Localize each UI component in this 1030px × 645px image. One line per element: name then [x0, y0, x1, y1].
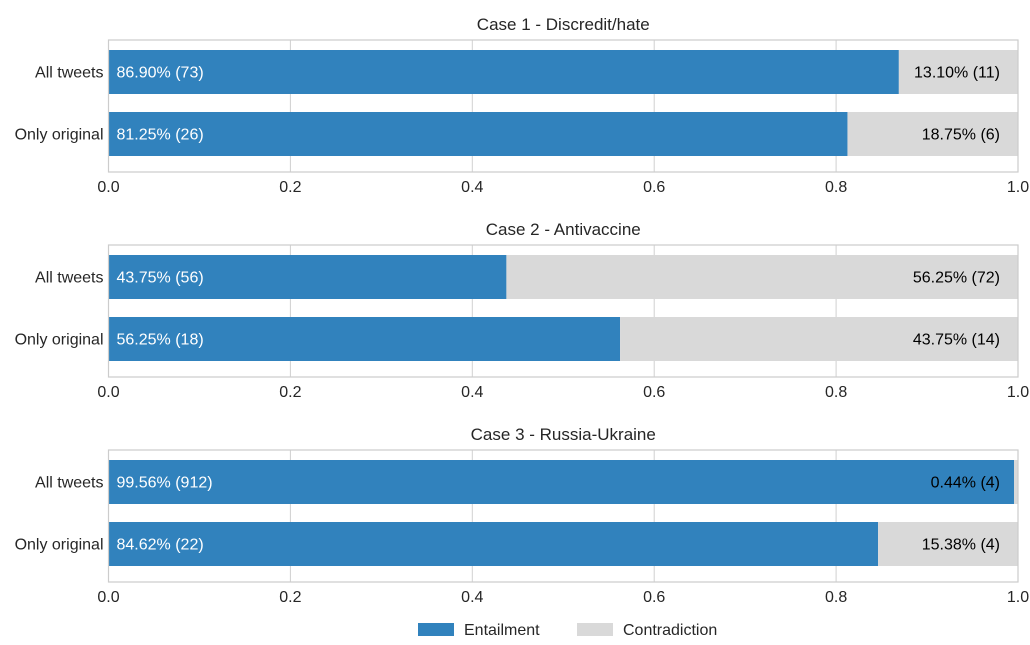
- chart-panel-1: Case 1 - Discredit/hate 86.90% (73) 13.10%…: [15, 15, 1030, 196]
- bar-entailment: [108, 317, 621, 361]
- bar-contradiction: [506, 255, 1018, 299]
- data-label-entailment: 56.25% (18): [117, 332, 204, 349]
- data-label-contradiction: 18.75% (6): [922, 127, 1000, 144]
- axes-frame: [107, 39, 1019, 173]
- chart-title: Case 1 - Discredit/hate: [477, 15, 650, 34]
- data-label-entailment: 43.75% (56): [117, 270, 204, 287]
- x-tick-label: 0.0: [97, 179, 119, 196]
- x-tick-label: 0.0: [97, 589, 119, 606]
- data-label-contradiction: 13.10% (11): [914, 65, 1000, 82]
- data-label-contradiction: 56.25% (72): [913, 270, 1000, 287]
- legend-swatch-entailment: [418, 623, 454, 636]
- x-tick-label: 1.0: [1007, 384, 1029, 401]
- legend: Entailment Contradiction: [418, 622, 717, 639]
- x-tick-label: 0.8: [825, 179, 847, 196]
- bar-entailment: [108, 460, 1014, 504]
- x-tick-label: 1.0: [1007, 179, 1029, 196]
- data-label-contradiction: 43.75% (14): [913, 332, 1000, 349]
- y-tick-label: All tweets: [35, 475, 103, 492]
- x-tick-label: 0.6: [643, 179, 665, 196]
- x-tick-label: 0.2: [279, 179, 301, 196]
- x-tick-label: 0.6: [643, 384, 665, 401]
- x-tick-label: 0.8: [825, 589, 847, 606]
- bar-contradiction: [898, 50, 1018, 94]
- x-tick-label: 0.2: [279, 589, 301, 606]
- bar-entailment: [108, 255, 507, 299]
- legend-label-entailment: Entailment: [464, 622, 540, 639]
- x-tick-label: 0.0: [97, 384, 119, 401]
- axes-frame: [107, 244, 1019, 378]
- legend-swatch-contradiction: [577, 623, 613, 636]
- data-label-entailment: 99.56% (912): [117, 475, 213, 492]
- x-tick-label: 1.0: [1007, 589, 1029, 606]
- chart-panel-3: Case 3 - Russia-Ukraine 99.56% (912) 0.44%…: [15, 425, 1030, 606]
- x-tick-label: 0.4: [461, 589, 483, 606]
- chart-title: Case 2 - Antivaccine: [486, 220, 641, 239]
- x-tick-label: 0.2: [279, 384, 301, 401]
- x-tick-label: 0.4: [461, 179, 483, 196]
- axes-frame: [107, 449, 1019, 583]
- chart-title: Case 3 - Russia-Ukraine: [471, 425, 656, 444]
- bar-entailment: [108, 50, 899, 94]
- bar-contradiction: [1013, 460, 1018, 504]
- legend-label-contradiction: Contradiction: [623, 622, 717, 639]
- x-tick-label: 0.4: [461, 384, 483, 401]
- x-tick-label: 0.6: [643, 589, 665, 606]
- data-label-entailment: 86.90% (73): [117, 65, 204, 82]
- bar-contradiction: [878, 522, 1018, 566]
- bar-entailment: [108, 522, 879, 566]
- data-label-contradiction: 0.44% (4): [931, 475, 1000, 492]
- data-label-contradiction: 15.38% (4): [922, 537, 1000, 554]
- chart-panel-2: Case 2 - Antivaccine 43.75% (56) 56.25% (7…: [15, 220, 1030, 401]
- y-tick-label: Only original: [15, 127, 104, 144]
- bar-contradiction: [620, 317, 1018, 361]
- y-tick-label: Only original: [15, 537, 104, 554]
- data-label-entailment: 81.25% (26): [117, 127, 204, 144]
- x-tick-label: 0.8: [825, 384, 847, 401]
- bar-entailment: [108, 112, 848, 156]
- y-tick-label: All tweets: [35, 65, 103, 82]
- y-tick-label: Only original: [15, 332, 104, 349]
- data-label-entailment: 84.62% (22): [117, 537, 204, 554]
- bar-contradiction: [847, 112, 1018, 156]
- y-tick-label: All tweets: [35, 270, 103, 287]
